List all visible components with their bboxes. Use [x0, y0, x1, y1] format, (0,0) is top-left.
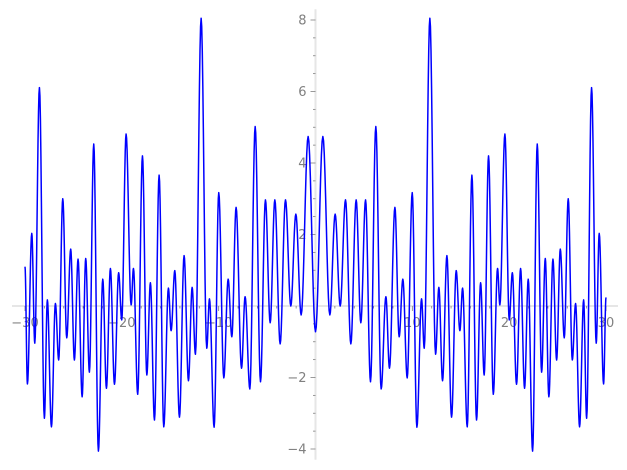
- x-tick-label: 20: [501, 316, 518, 331]
- x-tick-label: −10: [205, 316, 232, 331]
- x-tick-label: −20: [108, 316, 135, 331]
- x-tick-label: 10: [404, 316, 421, 331]
- x-tick-label: 30: [598, 316, 615, 331]
- series-line-0: [24, 17, 607, 452]
- plot-area: [24, 17, 607, 452]
- y-tick-label: 4: [298, 157, 306, 172]
- tick-labels: −30 −20 −10 10 20 30 −4 −2 2 4 6 8: [11, 14, 614, 458]
- y-tick-label: 6: [298, 85, 306, 100]
- y-tick-label: −2: [287, 371, 306, 386]
- x-tick-label: −30: [11, 316, 38, 331]
- y-tick-label: 8: [298, 14, 306, 29]
- y-tick-label: 2: [298, 228, 306, 243]
- ticks: [24, 19, 607, 450]
- y-tick-label: −4: [287, 443, 306, 458]
